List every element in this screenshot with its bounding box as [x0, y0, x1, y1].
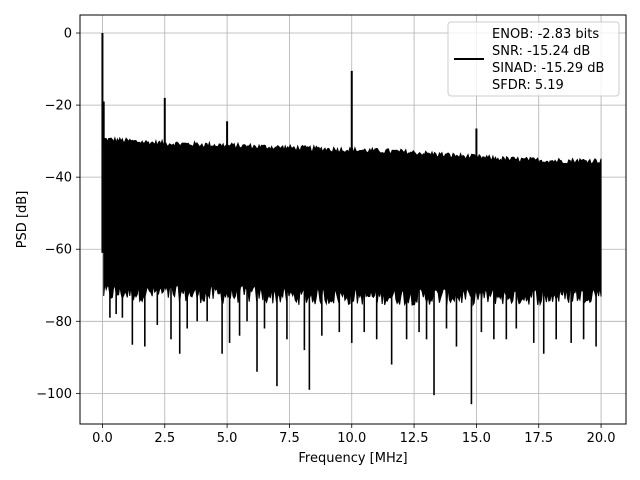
psd-series	[101, 33, 602, 405]
x-axis-ticks: 0.0 2.5 5.0 7.5 10.0 12.5 15.0 17.5 20.0	[92, 424, 616, 446]
legend-sfdr: SFDR: 5.19	[492, 78, 564, 93]
x-axis-label: Frequency [MHz]	[298, 451, 407, 466]
x-tick-label: 7.5	[279, 431, 300, 446]
legend-snr: SNR: -15.24 dB	[492, 44, 590, 59]
legend-sinad: SINAD: -15.29 dB	[492, 61, 604, 76]
x-tick-label: 2.5	[154, 431, 175, 446]
x-tick-label: 12.5	[400, 431, 429, 446]
x-tick-label: 15.0	[462, 431, 491, 446]
plot-frame	[79, 14, 627, 425]
legend: ENOB: -2.83 bits SNR: -15.24 dB SINAD: -…	[447, 21, 620, 97]
y-tick-label: −20	[45, 99, 72, 114]
x-tick-label: 20.0	[587, 431, 616, 446]
y-tick-label: −80	[45, 315, 72, 330]
legend-box	[447, 21, 620, 97]
x-tick-label: 10.0	[337, 431, 366, 446]
x-tick-label: 17.5	[524, 431, 553, 446]
y-tick-label: 0	[64, 27, 72, 42]
y-axis-label: PSD [dB]	[15, 191, 30, 249]
noise-band	[103, 136, 602, 307]
y-tick-label: −60	[45, 243, 72, 258]
y-tick-label: −40	[45, 171, 72, 186]
y-axis-ticks: 0 −20 −40 −60 −80 −100	[36, 27, 80, 402]
legend-enob: ENOB: -2.83 bits	[492, 27, 599, 42]
x-tick-label: 5.0	[217, 431, 238, 446]
x-tick-label: 0.0	[92, 431, 113, 446]
plot-area	[101, 33, 602, 405]
y-tick-label: −100	[36, 387, 72, 402]
